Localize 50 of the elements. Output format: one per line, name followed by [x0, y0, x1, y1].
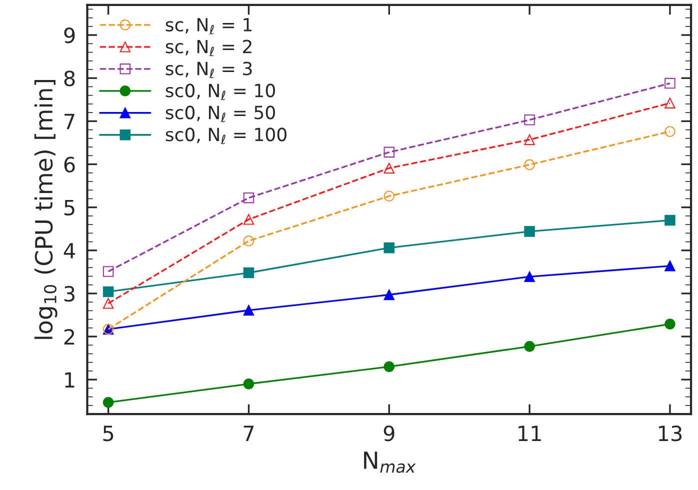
point: [524, 226, 535, 237]
point: [524, 134, 535, 146]
point: [243, 378, 254, 390]
point: [664, 260, 676, 272]
point: [243, 236, 254, 246]
x-tick-label: 7: [244, 426, 254, 441]
legend-label: sc0, N$_{ℓ}$ = 50: [166, 106, 275, 122]
x-axis-title: N$_{max}$: [364, 452, 416, 473]
point: [664, 78, 676, 89]
point: [384, 361, 395, 372]
point: [664, 98, 676, 108]
point: [384, 162, 395, 174]
y-tick-label: 7: [64, 114, 74, 130]
point: [524, 114, 535, 126]
y-axis-title: log$_{10}$ (CPU time) [min]: [34, 80, 58, 339]
y-tick-label: 6: [64, 156, 75, 172]
legend-label: sc, N$_{ℓ}$ = 1: [166, 18, 252, 34]
point: [243, 192, 254, 204]
x-tick-label: 13: [658, 426, 682, 442]
point: [384, 146, 395, 158]
point: [243, 214, 254, 225]
point: [524, 159, 535, 170]
x-tick-label: 9: [384, 426, 394, 442]
legend-label: sc, N$_{ℓ}$ = 3: [166, 62, 252, 78]
legend-label: sc0, N$_{ℓ}$ = 100: [166, 128, 286, 144]
legend-label: sc0, N$_{ℓ}$ = 10: [166, 84, 275, 100]
point: [243, 304, 254, 316]
point: [664, 318, 676, 330]
y-tick-label: 2: [64, 328, 74, 344]
y-tick-label: 8: [64, 70, 75, 86]
x-tick-label: 5: [103, 426, 114, 442]
point: [102, 286, 114, 298]
point: [102, 266, 114, 277]
point: [664, 214, 676, 226]
point: [524, 341, 535, 352]
point: [384, 190, 395, 202]
y-tick-label: 1: [65, 372, 74, 388]
point: [524, 271, 535, 282]
y-tick-label: 3: [64, 286, 74, 302]
x-tick-label: 11: [518, 426, 541, 441]
point: [384, 289, 395, 300]
point: [102, 298, 114, 309]
point: [384, 242, 395, 254]
y-tick-label: 4: [64, 243, 75, 258]
y-tick-label: 5: [64, 200, 74, 216]
point: [664, 126, 676, 137]
y-tick-label: 9: [64, 28, 75, 44]
point: [243, 267, 254, 278]
legend-label: sc, N$_{ℓ}$ = 2: [166, 40, 252, 56]
point: [102, 397, 114, 408]
